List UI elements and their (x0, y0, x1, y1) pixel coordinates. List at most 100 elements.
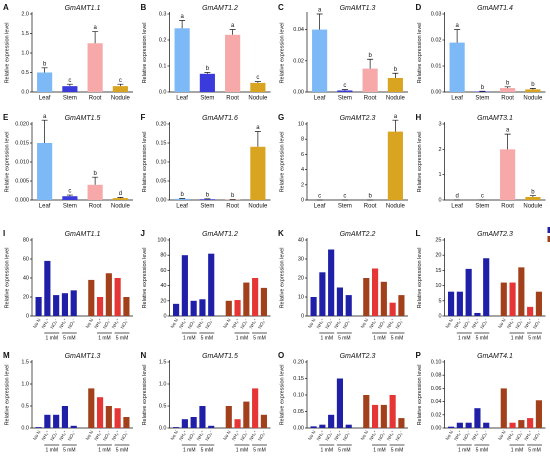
y-tick-label: 0.00 (293, 89, 304, 95)
x-tick-label: No N (307, 430, 316, 441)
significance-letter: b (206, 192, 210, 198)
bar (500, 282, 507, 316)
panel-label: P (416, 351, 422, 360)
y-tick-label: 0 (438, 197, 441, 203)
error-bar (117, 196, 124, 199)
y-axis-label: Relative expression level (4, 365, 10, 426)
x-tick-label: Nodule (111, 204, 131, 210)
x-tick-label: Nodule (386, 204, 406, 210)
x-tick-label: No N (32, 430, 41, 441)
bar (252, 388, 259, 428)
bar (243, 401, 250, 428)
bar (173, 303, 180, 316)
bar (518, 267, 525, 316)
x-tick-label: Stem (338, 204, 352, 210)
error-bar (392, 72, 399, 78)
x-tick-label: NO₃⁻ (324, 429, 334, 442)
bar (474, 408, 481, 428)
y-axis-label: Relative expression level (279, 248, 285, 309)
legend-swatch (547, 227, 550, 233)
group-label: 5 mM (391, 335, 404, 341)
x-tick-label: NH₄⁺ (523, 317, 533, 329)
y-tick-label: 4 (301, 167, 304, 173)
bar (535, 291, 542, 316)
significance-letter: c (68, 78, 71, 84)
significance-letter: b (231, 193, 235, 199)
bar (500, 149, 516, 200)
significance-letter: d (455, 194, 458, 200)
y-tick-label: 0.02 (431, 37, 442, 43)
x-tick-label: Root (364, 204, 377, 210)
x-tick-label: NO₃⁻ (49, 317, 59, 330)
significance-letter: b (394, 67, 398, 73)
y-tick-label: 20 (23, 294, 29, 300)
group-label: 1 mM (458, 447, 471, 453)
y-tick-label: 0.02 (431, 412, 442, 418)
x-tick-label: Stem (63, 96, 77, 102)
x-tick-label: NO₃⁻ (102, 429, 112, 442)
panel-label: J (141, 229, 145, 238)
y-tick-label: 80 (23, 237, 29, 243)
bar (181, 255, 188, 316)
panel-label: B (141, 3, 147, 12)
bar (319, 272, 326, 316)
group-label: 1 mM (511, 335, 524, 341)
x-tick-label: Stem (63, 204, 77, 210)
y-tick-label: 0.2 (159, 37, 167, 43)
group-label: 5 mM (338, 447, 351, 453)
y-tick-label: 40 (298, 237, 304, 243)
x-tick-label: Nodule (248, 96, 268, 102)
x-tick-label: NO₃⁻ (204, 317, 214, 330)
group-label: 1 mM (236, 447, 249, 453)
error-bar (454, 29, 461, 43)
panel-title: GmAMT2.2 (340, 231, 376, 238)
significance-letter: a (231, 23, 235, 29)
y-tick-label: 1.5 (21, 359, 29, 365)
error-bar (529, 88, 536, 90)
x-tick-label: NH₄⁺ (196, 317, 206, 329)
x-tick-label: NO₃⁻ (377, 429, 387, 442)
group-label: 5 mM (338, 335, 351, 341)
x-tick-label: Leaf (39, 204, 51, 210)
group-label: 1 mM (183, 447, 196, 453)
x-tick-label: Root (89, 204, 102, 210)
y-tick-label: 0.00 (156, 197, 167, 203)
x-tick-label: Leaf (314, 96, 326, 102)
y-tick-label: 0 (163, 313, 166, 319)
bar (190, 417, 197, 428)
x-tick-label: Root (226, 96, 239, 102)
bar (225, 406, 232, 428)
y-tick-label: 0.06 (431, 386, 442, 392)
y-tick-label: 20 (160, 298, 166, 304)
x-tick-label: NH₄⁺ (41, 429, 51, 441)
error-bar (504, 133, 511, 150)
x-tick-label: No N (85, 430, 94, 441)
y-axis-label: Relative expression level (279, 132, 285, 193)
bar (500, 88, 516, 92)
bar (250, 146, 266, 200)
significance-letter: b (506, 80, 510, 86)
panel-label: A (3, 3, 9, 12)
x-tick-label: Stem (200, 96, 214, 102)
bar (105, 406, 112, 428)
group-label: 5 mM (63, 447, 76, 453)
y-tick-label: 10 (435, 283, 441, 289)
significance-letter: c (343, 83, 346, 89)
bar (208, 425, 215, 428)
bar (37, 72, 53, 92)
bar (456, 291, 463, 316)
y-tick-label: 30 (298, 256, 304, 262)
bar (105, 273, 112, 316)
significance-letter: a (180, 14, 184, 20)
bar (474, 312, 481, 316)
bar (112, 86, 128, 92)
y-tick-label: 60 (160, 268, 166, 274)
x-tick-label: NH₄⁺ (41, 317, 51, 329)
significance-letter: b (531, 189, 535, 195)
group-label: 5 mM (116, 447, 129, 453)
x-tick-label: No N (497, 430, 506, 441)
y-tick-label: 0.15 (156, 140, 167, 146)
significance-letter: d (119, 191, 122, 197)
y-tick-label: 0.015 (15, 140, 29, 146)
